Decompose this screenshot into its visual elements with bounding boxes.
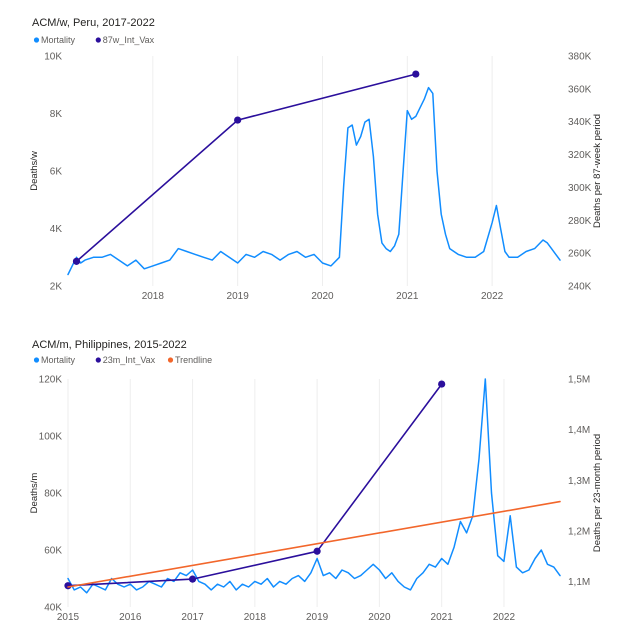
y-axis-title: Deaths/w — [29, 151, 40, 191]
legend-marker-87w-int-vax — [95, 37, 101, 43]
x-tick-label: 2015 — [57, 612, 80, 623]
y2-tick-label: 360K — [568, 84, 592, 95]
y2-axis-title: Deaths per 87-week period — [592, 114, 603, 228]
y-tick-label: 80K — [44, 489, 62, 500]
legend-marker-mortality — [33, 37, 40, 43]
y2-tick-label: 260K — [568, 249, 592, 260]
y2-tick-label: 300K — [568, 183, 592, 194]
y-tick-label: 60K — [44, 546, 62, 557]
point-87w-int-vax-1 — [72, 257, 81, 265]
x-tick-label: 2022 — [481, 291, 504, 302]
y-tick-label: 10K — [44, 52, 62, 63]
chart-2: ACM/m, Philippines, 2015-2022 Mortality 23… — [29, 339, 603, 623]
x-tick-label: 2018 — [244, 612, 267, 623]
legend: Mortality 23m_Int_Vax Trendline — [33, 355, 212, 365]
y-axis-title: Deaths/m — [29, 473, 40, 514]
series-line-mortality — [67, 378, 561, 594]
y-tick-label: 100K — [39, 432, 63, 443]
legend-marker-trendline — [167, 357, 174, 363]
x-tick-label: 2019 — [227, 291, 250, 302]
y-tick-label: 120K — [39, 375, 63, 386]
legend-label-trendline: Trendline — [175, 355, 212, 365]
y2-tick-label: 280K — [568, 216, 592, 227]
legend-label-23m-int-vax: 23m_Int_Vax — [103, 355, 156, 365]
y2-tick-label: 1,2M — [568, 527, 590, 538]
x-tick-label: 2019 — [306, 612, 329, 623]
y2-tick-label: 1,3M — [568, 476, 590, 487]
y2-tick-label: 1,5M — [568, 375, 590, 386]
point-23m-int-vax-2 — [188, 575, 197, 583]
y-tick-label: 8K — [50, 109, 63, 120]
point-23m-int-vax-1 — [64, 582, 72, 590]
y-tick-label: 6K — [50, 167, 63, 178]
x-tick-label: 2020 — [368, 612, 391, 623]
x-tick-label: 2022 — [493, 612, 516, 623]
point-87w-int-vax-2 — [234, 116, 242, 124]
x-tick-label: 2018 — [142, 291, 165, 302]
series-line-mortality — [67, 86, 561, 276]
y2-tick-label: 380K — [568, 52, 592, 63]
x-tick-label: 2021 — [431, 612, 454, 623]
y-tick-label: 4K — [50, 224, 63, 235]
legend-label-87w-int-vax: 87w_Int_Vax — [103, 35, 155, 45]
chart-1: ACM/w, Peru, 2017-2022 Mortality 87w_Int_V… — [29, 17, 603, 302]
legend-marker-23m-int-vax — [95, 357, 101, 363]
legend-marker-mortality — [33, 357, 40, 363]
x-tick-label: 2017 — [181, 612, 204, 623]
point-87w-int-vax-3 — [412, 70, 420, 78]
legend-label-mortality: Mortality — [41, 355, 76, 365]
chart-title: ACM/m, Philippines, 2015-2022 — [32, 339, 187, 351]
y-tick-label: 40K — [44, 603, 62, 614]
y-tick-label: 2K — [50, 282, 63, 293]
chart-title: ACM/w, Peru, 2017-2022 — [32, 17, 155, 29]
y2-tick-label: 340K — [568, 117, 592, 128]
point-23m-int-vax-3 — [313, 547, 321, 555]
y2-tick-label: 320K — [568, 150, 592, 161]
y2-axis-title: Deaths per 23-month period — [592, 434, 603, 552]
x-tick-label: 2021 — [396, 291, 419, 302]
x-tick-label: 2016 — [119, 612, 142, 623]
series-line-trendline — [67, 500, 561, 588]
y2-tick-label: 240K — [568, 282, 592, 293]
legend-label-mortality: Mortality — [41, 35, 76, 45]
series-line-23m-int-vax — [67, 383, 443, 587]
y2-tick-label: 1,4M — [568, 425, 590, 436]
series-line-87w-int-vax — [75, 73, 417, 263]
x-tick-label: 2020 — [311, 291, 334, 302]
legend: Mortality 87w_Int_Vax — [33, 35, 155, 45]
y2-tick-label: 1,1M — [568, 577, 590, 588]
point-23m-int-vax-4 — [438, 380, 446, 388]
